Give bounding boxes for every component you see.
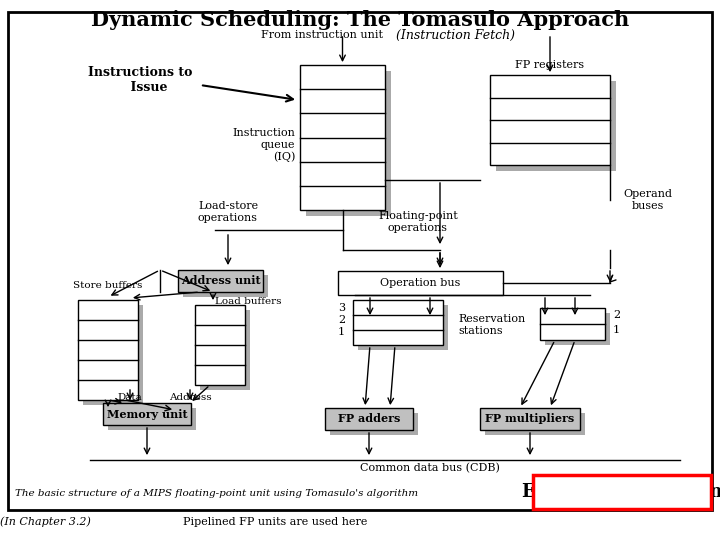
Bar xyxy=(78,300,138,400)
Bar xyxy=(306,71,391,216)
Text: The basic structure of a MIPS floating-point unit using Tomasulo's algorithm: The basic structure of a MIPS floating-p… xyxy=(15,489,418,498)
Bar xyxy=(178,270,263,292)
Bar xyxy=(545,313,610,345)
Bar xyxy=(490,75,610,165)
Text: (In Chapter 3.2): (In Chapter 3.2) xyxy=(0,517,91,527)
Text: Load-store
operations: Load-store operations xyxy=(198,201,258,223)
Text: Common data bus (CDB): Common data bus (CDB) xyxy=(360,463,500,473)
Text: 1: 1 xyxy=(338,327,345,337)
Text: Pipelined FP units are used here: Pipelined FP units are used here xyxy=(183,517,367,527)
Text: EECC551 - Shaaban: EECC551 - Shaaban xyxy=(522,483,720,501)
Bar xyxy=(330,413,418,435)
Text: 3: 3 xyxy=(338,303,345,313)
Text: Dynamic Scheduling: The Tomasulo Approach: Dynamic Scheduling: The Tomasulo Approac… xyxy=(91,10,629,30)
Bar xyxy=(338,271,503,295)
Bar xyxy=(300,65,385,210)
Text: Reservation
stations: Reservation stations xyxy=(458,314,526,336)
Text: FP multipliers: FP multipliers xyxy=(485,414,575,424)
Text: Floating-point
operations: Floating-point operations xyxy=(378,211,458,233)
Text: Store buffers: Store buffers xyxy=(73,280,143,289)
Text: Memory unit: Memory unit xyxy=(107,408,187,420)
Text: Data: Data xyxy=(117,393,143,402)
Text: From instruction unit: From instruction unit xyxy=(261,30,383,40)
Text: Address: Address xyxy=(168,393,211,402)
Text: 2: 2 xyxy=(613,310,620,320)
Bar xyxy=(485,413,585,435)
Text: Instruction
queue
(IQ): Instruction queue (IQ) xyxy=(232,128,295,162)
Text: Instructions to
    Issue: Instructions to Issue xyxy=(88,66,192,94)
Bar xyxy=(83,305,143,405)
Bar xyxy=(353,300,443,345)
Bar xyxy=(103,403,191,425)
Text: Operation bus: Operation bus xyxy=(380,278,461,288)
Bar xyxy=(480,408,580,430)
Text: 2: 2 xyxy=(338,315,345,325)
Text: Operand
buses: Operand buses xyxy=(624,189,672,211)
Bar xyxy=(533,475,711,509)
Bar xyxy=(540,308,605,340)
Text: 1: 1 xyxy=(613,325,620,335)
Bar xyxy=(358,305,448,350)
Text: Load buffers: Load buffers xyxy=(215,298,282,307)
Text: FP adders: FP adders xyxy=(338,414,400,424)
Bar xyxy=(108,408,196,430)
Bar xyxy=(200,310,250,390)
Text: (Instruction Fetch): (Instruction Fetch) xyxy=(397,29,516,42)
Bar xyxy=(325,408,413,430)
Bar xyxy=(183,275,268,297)
Text: FP registers: FP registers xyxy=(516,60,585,70)
Text: Address unit: Address unit xyxy=(181,275,261,287)
Bar xyxy=(195,305,245,385)
Bar xyxy=(496,81,616,171)
